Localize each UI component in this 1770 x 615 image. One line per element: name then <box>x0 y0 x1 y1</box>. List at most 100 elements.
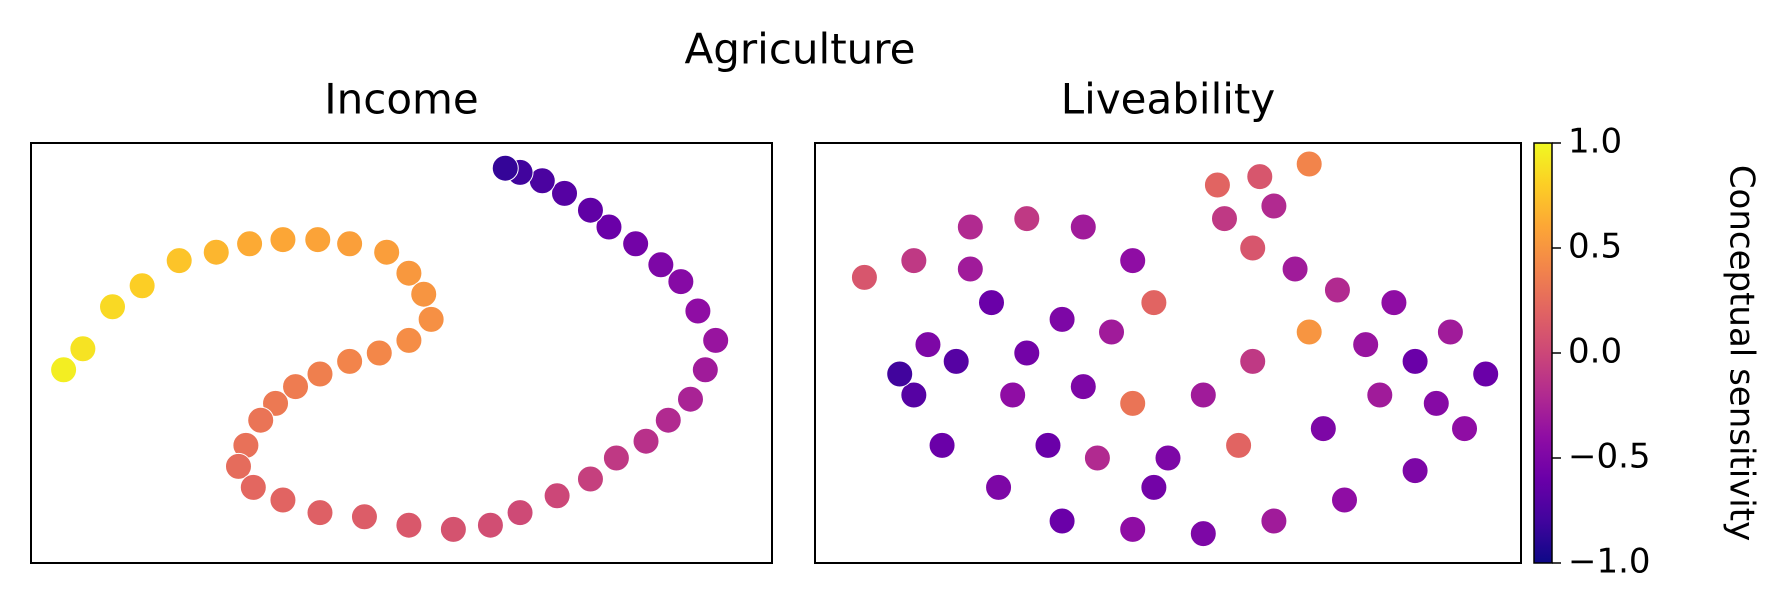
point <box>1069 373 1097 401</box>
point <box>1239 234 1267 262</box>
point <box>942 347 970 375</box>
point <box>900 247 928 275</box>
point <box>667 268 695 296</box>
point <box>224 452 252 480</box>
point <box>439 515 467 543</box>
point <box>395 259 423 287</box>
point <box>69 335 97 363</box>
point <box>336 230 364 258</box>
colorbar <box>1533 142 1553 564</box>
point <box>1260 507 1288 535</box>
point <box>282 373 310 401</box>
point <box>647 251 675 279</box>
point <box>900 381 928 409</box>
plot-frame <box>30 142 773 564</box>
colorbar-label: Conceptual sensitivity <box>1722 165 1762 541</box>
plot-frame <box>814 142 1522 564</box>
point <box>886 360 914 388</box>
point <box>1380 289 1408 317</box>
point <box>373 238 401 266</box>
point <box>1331 486 1358 514</box>
subplot-title: Liveability <box>1061 75 1276 124</box>
point <box>956 213 984 241</box>
point <box>999 381 1027 409</box>
colorbar-tick-label: 1.0 <box>1568 122 1622 162</box>
point <box>491 154 519 182</box>
point <box>1225 431 1253 459</box>
point <box>99 293 127 321</box>
point <box>476 511 504 539</box>
point <box>978 289 1005 317</box>
point <box>1034 431 1062 459</box>
point <box>595 213 623 241</box>
point <box>1422 389 1450 417</box>
point <box>576 465 604 493</box>
point <box>1203 171 1231 199</box>
point <box>543 482 571 510</box>
point <box>1069 213 1097 241</box>
point <box>985 473 1013 501</box>
point <box>1401 457 1429 485</box>
point <box>702 326 730 354</box>
figure-title: Agriculture <box>685 25 916 74</box>
point <box>1210 205 1238 233</box>
point <box>1083 444 1111 472</box>
point <box>1295 318 1323 346</box>
point <box>691 356 719 384</box>
colorbar-tick-label: −0.5 <box>1568 437 1651 477</box>
point <box>1013 339 1041 367</box>
point <box>336 347 364 375</box>
point <box>1260 192 1288 220</box>
point <box>602 444 630 472</box>
point <box>165 247 193 275</box>
point <box>306 360 334 388</box>
point <box>956 255 984 283</box>
point <box>1366 381 1394 409</box>
subplot-title: Income <box>324 75 479 124</box>
point <box>1119 389 1147 417</box>
point <box>202 238 230 266</box>
point <box>239 473 267 501</box>
point <box>365 339 393 367</box>
point <box>1189 520 1217 548</box>
colorbar-tick-label: 0.0 <box>1568 332 1622 372</box>
point <box>417 305 445 333</box>
point <box>684 297 712 325</box>
point <box>1295 150 1323 178</box>
point <box>247 406 275 434</box>
point <box>304 226 332 254</box>
point <box>1352 331 1380 359</box>
colorbar-tick-label: −1.0 <box>1568 542 1651 582</box>
colorbar-tick-label: 0.5 <box>1568 227 1622 267</box>
point <box>350 503 378 531</box>
plot-area <box>50 154 730 543</box>
point <box>1140 289 1168 317</box>
point <box>269 486 297 514</box>
point <box>1281 255 1309 283</box>
point <box>1154 444 1182 472</box>
point <box>506 499 534 527</box>
point <box>128 272 156 300</box>
point <box>1309 415 1337 443</box>
point <box>1013 205 1041 233</box>
point <box>1323 276 1351 304</box>
point <box>269 226 297 254</box>
point <box>1048 305 1076 333</box>
point <box>914 331 942 359</box>
point <box>622 230 650 258</box>
point <box>850 263 878 291</box>
point <box>1119 247 1147 275</box>
point <box>1189 381 1217 409</box>
point <box>1239 347 1267 375</box>
point <box>551 179 579 207</box>
point <box>928 431 956 459</box>
point <box>576 196 604 224</box>
point <box>306 499 334 527</box>
point <box>410 280 438 308</box>
point <box>395 326 423 354</box>
point <box>1140 473 1168 501</box>
point <box>1451 415 1479 443</box>
point <box>1246 163 1274 191</box>
point <box>1119 515 1147 543</box>
